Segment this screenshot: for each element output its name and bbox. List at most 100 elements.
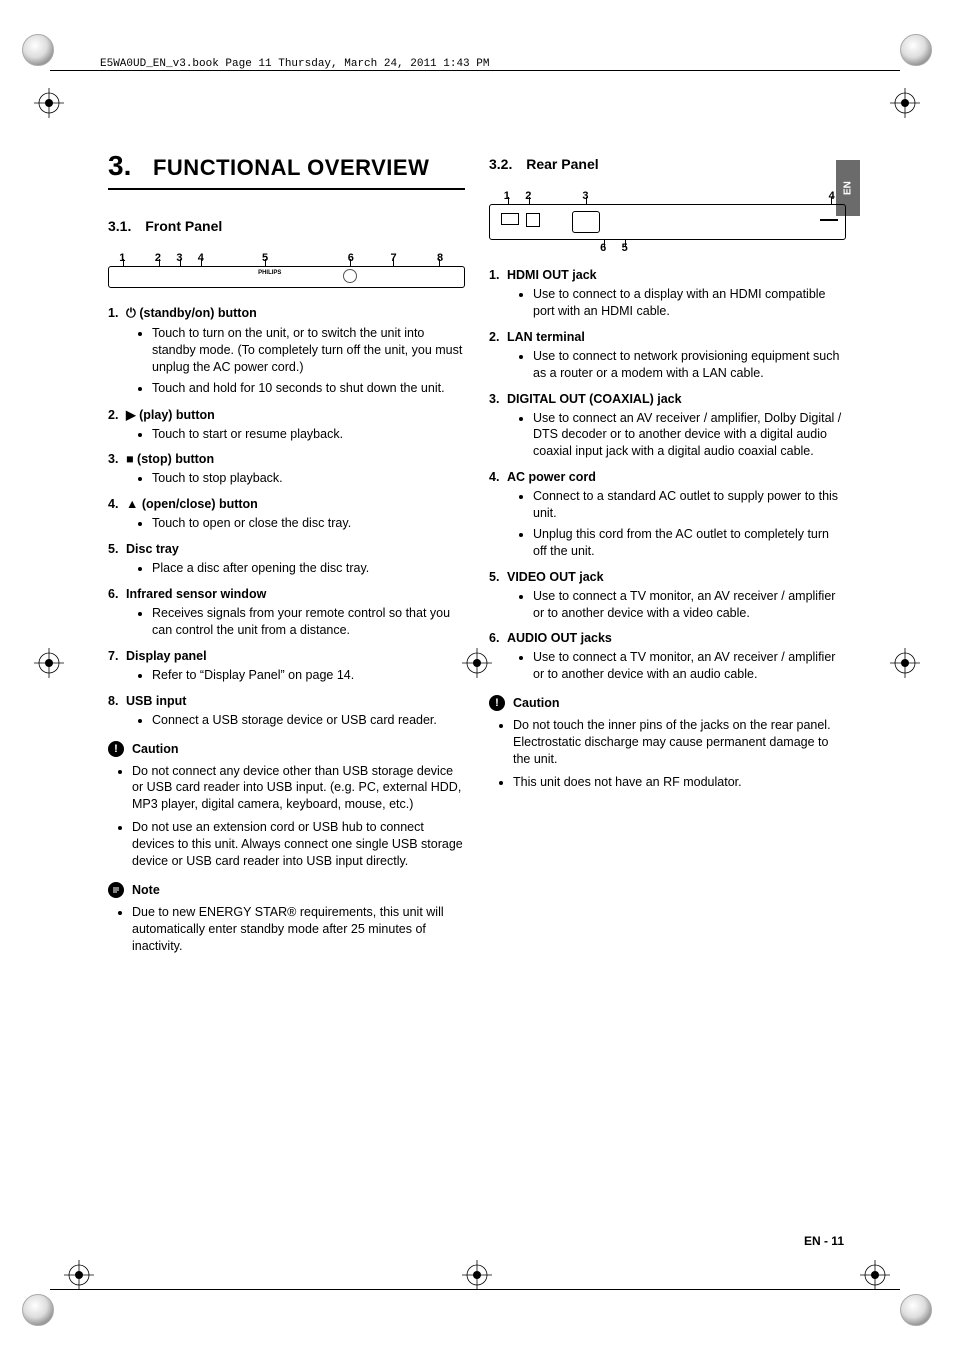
list-item-label: (standby/on) button	[139, 306, 256, 320]
right-column: 3.2. Rear Panel 1234 65 1.HDMI OUT jackU…	[489, 150, 846, 964]
list-item-number: 6.	[108, 587, 126, 601]
crop-sphere-bl	[22, 1294, 54, 1326]
ir-window-icon	[343, 269, 357, 283]
list-item: 2.LAN terminalUse to connect to network …	[489, 330, 846, 382]
list-item-bullets: Use to connect a TV monitor, an AV recei…	[533, 588, 846, 622]
figure-tick	[529, 197, 530, 205]
list-item-label: VIDEO OUT jack	[507, 570, 604, 584]
list-item: 6.Infrared sensor window Receives signals…	[108, 587, 465, 639]
list-item-bullets: Use to connect an AV receiver / amplifie…	[533, 410, 846, 461]
list-item-bullets: Use to connect to a display with an HDMI…	[533, 286, 846, 320]
list-item-number: 4.	[489, 470, 507, 484]
front-panel-list: 1.⏻ (standby/on) buttonTouch to turn on …	[108, 306, 465, 729]
hdmi-jack-icon	[501, 213, 519, 225]
list-item-head: 3.DIGITAL OUT (COAXIAL) jack	[489, 392, 846, 406]
list-item-head: 5.Disc tray	[108, 542, 465, 556]
front-panel-figure: 12345678 PHILIPS	[108, 252, 465, 288]
caution-icon: !	[489, 695, 505, 711]
chapter-title: 3. FUNCTIONAL OVERVIEW	[108, 150, 465, 190]
list-item-label: (play) button	[139, 408, 215, 422]
registration-mark-mr	[890, 648, 920, 678]
chapter-number: 3.	[108, 150, 131, 181]
section-title-rear: 3.2. Rear Panel	[489, 156, 846, 172]
crop-sphere-br	[900, 1294, 932, 1326]
bullet: Use to connect to a display with an HDMI…	[533, 286, 846, 320]
figure-tick	[508, 197, 509, 205]
bullet: Refer to “Display Panel” on page 14.	[152, 667, 465, 684]
list-item-bullets: Use to connect a TV monitor, an AV recei…	[533, 649, 846, 683]
list-item-number: 4.	[108, 497, 126, 511]
bullet: Unplug this cord from the AC outlet to c…	[533, 526, 846, 560]
rear-device-diagram	[489, 204, 846, 240]
bullet: This unit does not have an RF modulator.	[513, 774, 846, 791]
list-item-head: 4.AC power cord	[489, 470, 846, 484]
figure-tick	[180, 259, 181, 267]
page-number: EN - 11	[804, 1234, 844, 1248]
bullet: Touch to open or close the disc tray.	[152, 515, 465, 532]
list-item-label: DIGITAL OUT (COAXIAL) jack	[507, 392, 682, 406]
list-item: 1.HDMI OUT jackUse to connect to a displ…	[489, 268, 846, 320]
bullet: Receives signals from your remote contro…	[152, 605, 465, 639]
section-text: Rear Panel	[526, 156, 598, 172]
list-item-bullets: Touch to turn on the unit, or to switch …	[152, 325, 465, 397]
list-item: 3.DIGITAL OUT (COAXIAL) jack Use to conne…	[489, 392, 846, 461]
list-item-head: 5.VIDEO OUT jack	[489, 570, 846, 584]
list-item-number: 5.	[489, 570, 507, 584]
list-item-label: AC power cord	[507, 470, 596, 484]
list-item: 1.⏻ (standby/on) buttonTouch to turn on …	[108, 306, 465, 397]
bullet: Touch to start or resume playback.	[152, 426, 465, 443]
registration-mark-tl	[34, 88, 64, 118]
registration-mark-tr	[890, 88, 920, 118]
button-symbol-icon: ■	[126, 452, 137, 466]
list-item-head: 2.LAN terminal	[489, 330, 846, 344]
bullet: Use to connect a TV monitor, an AV recei…	[533, 649, 846, 683]
list-item-head: 7.Display panel	[108, 649, 465, 663]
list-item-label: (open/close) button	[142, 497, 258, 511]
registration-mark-bl	[64, 1260, 94, 1290]
figure-label: 6	[600, 242, 606, 254]
list-item-bullets: Connect a USB storage device or USB card…	[152, 712, 465, 729]
registration-mark-br	[860, 1260, 890, 1290]
section-text: Front Panel	[145, 218, 222, 234]
chapter-text: FUNCTIONAL OVERVIEW	[153, 155, 429, 180]
list-item-head: 6.AUDIO OUT jacks	[489, 631, 846, 645]
list-item-bullets: Touch to open or close the disc tray.	[152, 515, 465, 532]
list-item-bullets: Touch to stop playback.	[152, 470, 465, 487]
registration-mark-ml	[34, 648, 64, 678]
figure-label: 5	[622, 242, 628, 254]
brand-label: PHILIPS	[258, 270, 281, 276]
list-item-bullets: Place a disc after opening the disc tray…	[152, 560, 465, 577]
caution-label: Caution	[132, 742, 179, 756]
crop-sphere-tl	[22, 34, 54, 66]
page-content: 3. FUNCTIONAL OVERVIEW 3.1. Front Panel …	[108, 150, 846, 964]
list-item-number: 3.	[489, 392, 507, 406]
button-symbol-icon: ▶	[126, 408, 139, 422]
bullet: Use to connect an AV receiver / amplifie…	[533, 410, 846, 461]
list-item-number: 2.	[489, 330, 507, 344]
bullet: Connect a USB storage device or USB card…	[152, 712, 465, 729]
figure-tick	[831, 197, 832, 205]
list-item-number: 2.	[108, 408, 126, 422]
list-item-label: AUDIO OUT jacks	[507, 631, 612, 645]
list-item-label: (stop) button	[137, 452, 214, 466]
list-item-bullets: Touch to start or resume playback.	[152, 426, 465, 443]
figure-tick	[439, 259, 440, 267]
figure-tick	[350, 259, 351, 267]
section-number: 3.1.	[108, 218, 131, 234]
crop-sphere-tr	[900, 34, 932, 66]
caution-label: Caution	[513, 696, 560, 710]
list-item-label: USB input	[126, 694, 186, 708]
list-item: 4.AC power cordConnect to a standard AC …	[489, 470, 846, 560]
list-item-head: 2.▶ (play) button	[108, 407, 465, 422]
rear-panel-figure: 1234 65	[489, 190, 846, 254]
list-item-head: 6.Infrared sensor window	[108, 587, 465, 601]
note-callout-front: Note	[108, 882, 465, 898]
list-item-bullets: Receives signals from your remote contro…	[152, 605, 465, 639]
bullet: Due to new ENERGY STAR® requirements, th…	[132, 904, 465, 955]
figure-tick	[123, 259, 124, 267]
note-label: Note	[132, 883, 160, 897]
figure-tick	[159, 259, 160, 267]
bullet: Do not use an extension cord or USB hub …	[132, 819, 465, 870]
figure-tick	[265, 259, 266, 267]
list-item-label: Infrared sensor window	[126, 587, 266, 601]
